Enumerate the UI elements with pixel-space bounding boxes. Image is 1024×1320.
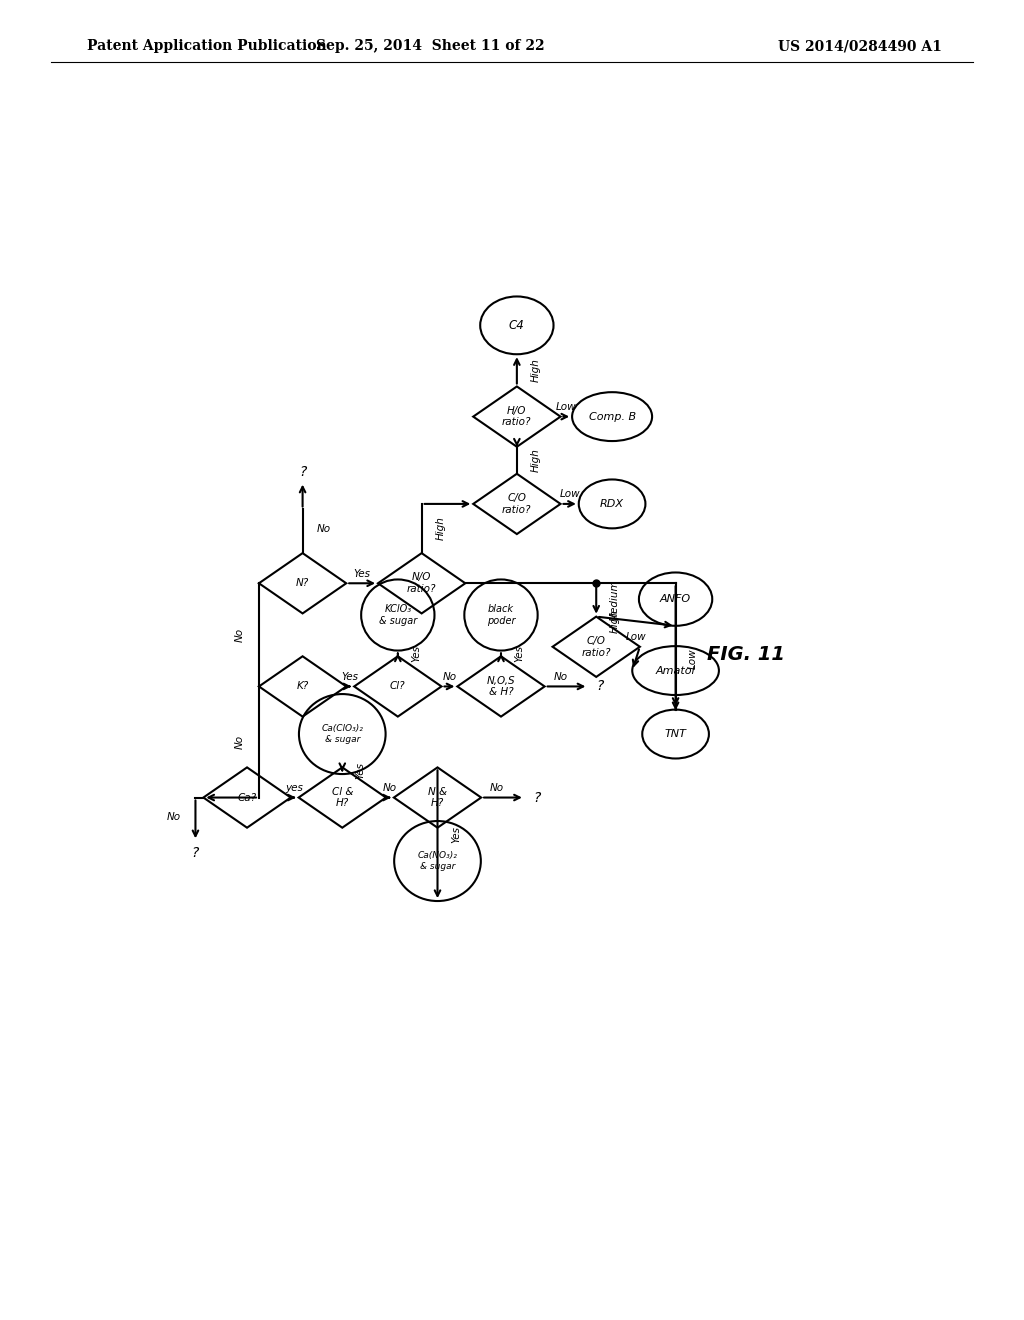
Text: N &
H?: N & H?: [428, 787, 447, 808]
Text: No: No: [553, 672, 567, 682]
Text: N?: N?: [296, 578, 309, 589]
Text: C/O
ratio?: C/O ratio?: [502, 494, 531, 515]
Text: Low: Low: [556, 403, 577, 412]
Text: No: No: [234, 735, 245, 748]
Text: black
poder: black poder: [486, 605, 515, 626]
Text: Ca(ClO₃)₂
& sugar: Ca(ClO₃)₂ & sugar: [322, 725, 364, 743]
Text: Yes: Yes: [451, 826, 461, 842]
Text: Low: Low: [626, 632, 646, 643]
Text: High: High: [609, 610, 620, 634]
Text: C/O
ratio?: C/O ratio?: [582, 636, 611, 657]
Text: No: No: [489, 783, 504, 793]
Text: ANFO: ANFO: [660, 594, 691, 605]
Text: H/O
ratio?: H/O ratio?: [502, 405, 531, 428]
Text: Yes: Yes: [353, 569, 371, 578]
Text: ?: ?: [534, 791, 541, 805]
Text: Cl &
H?: Cl & H?: [332, 787, 353, 808]
Text: Low: Low: [687, 648, 697, 669]
Text: Low: Low: [559, 490, 580, 499]
Text: Yes: Yes: [342, 672, 358, 682]
Text: High: High: [531, 449, 541, 473]
Text: RDX: RDX: [600, 499, 624, 510]
Text: High: High: [531, 359, 541, 383]
Text: Comp. B: Comp. B: [589, 412, 636, 421]
Text: K?: K?: [297, 681, 308, 692]
Text: Cl?: Cl?: [390, 681, 406, 692]
Text: ?: ?: [191, 846, 199, 861]
Text: No: No: [442, 672, 457, 682]
Text: yes: yes: [286, 783, 303, 793]
Text: High: High: [436, 516, 445, 540]
Text: Ca?: Ca?: [238, 792, 257, 803]
Text: ?: ?: [299, 465, 306, 479]
Text: No: No: [234, 628, 245, 642]
Text: No: No: [167, 812, 181, 822]
Text: FIG. 11: FIG. 11: [708, 645, 785, 664]
Text: Yes: Yes: [514, 645, 524, 661]
Text: N/O
ratio?: N/O ratio?: [407, 573, 436, 594]
Text: Patent Application Publication: Patent Application Publication: [87, 40, 327, 53]
Text: Yes: Yes: [355, 762, 366, 779]
Text: ?: ?: [597, 680, 604, 693]
Text: TNT: TNT: [665, 729, 686, 739]
Text: Amatol: Amatol: [655, 665, 695, 676]
Text: Sep. 25, 2014  Sheet 11 of 22: Sep. 25, 2014 Sheet 11 of 22: [315, 40, 545, 53]
Text: Yes: Yes: [412, 645, 421, 661]
Text: N,O,S
& H?: N,O,S & H?: [486, 676, 515, 697]
Text: No: No: [383, 783, 397, 793]
Text: Medium: Medium: [609, 579, 620, 620]
Text: No: No: [316, 524, 331, 535]
Text: US 2014/0284490 A1: US 2014/0284490 A1: [778, 40, 942, 53]
Text: C4: C4: [509, 319, 524, 331]
Text: KClO₃
& sugar: KClO₃ & sugar: [379, 605, 417, 626]
Text: Ca(NO₃)₂
& sugar: Ca(NO₃)₂ & sugar: [418, 851, 458, 871]
